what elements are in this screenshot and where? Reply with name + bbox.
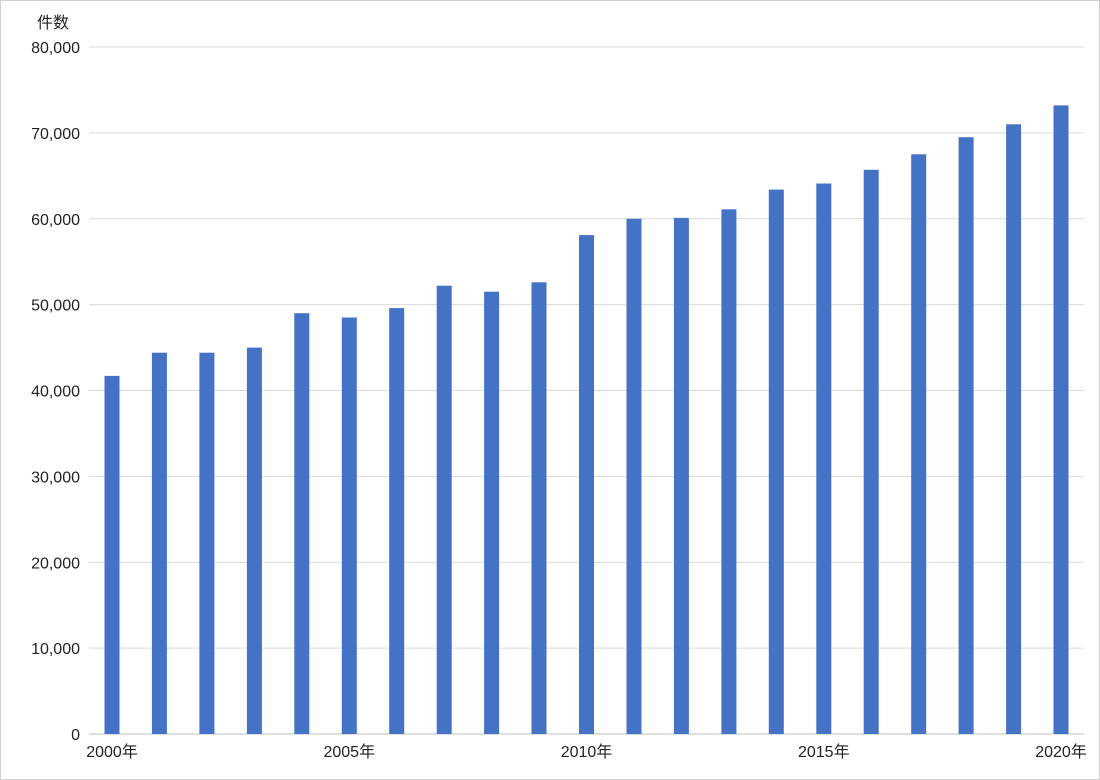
bar: [721, 209, 737, 735]
bar: [104, 375, 120, 734]
bar: [1053, 105, 1069, 734]
x-tick-label: 2005年: [323, 743, 375, 761]
y-tick-label: 70,000: [31, 126, 80, 143]
bar: [389, 308, 405, 734]
y-tick-label: 20,000: [31, 555, 80, 572]
bar: [1006, 124, 1022, 735]
bar: [294, 313, 310, 734]
bar: [816, 183, 832, 734]
y-tick-label: 50,000: [31, 298, 80, 315]
bar: [768, 189, 784, 735]
x-tick-label: 2010年: [561, 743, 613, 761]
y-tick-label: 80,000: [31, 40, 80, 57]
bar: [626, 218, 642, 735]
bar: [531, 282, 547, 734]
y-tick-label: 10,000: [31, 641, 80, 658]
bar: [341, 317, 357, 734]
x-tick-label: 2000年: [86, 743, 138, 761]
x-tick-label: 2015年: [798, 743, 850, 761]
bar: [911, 154, 927, 735]
y-tick-label: 40,000: [31, 384, 80, 401]
y-tick-labels: 0 10,000 20,000 30,000 40,000 50,000 60,000 70,…: [31, 40, 80, 744]
x-tick-labels: 2000年 2005年 2010年 2015年 2020年: [86, 743, 1087, 761]
bar: [958, 137, 974, 734]
bar: [484, 291, 500, 734]
bar: [199, 352, 215, 734]
bar: [246, 347, 262, 734]
bar: [436, 285, 452, 734]
bar: [579, 235, 594, 734]
y-axis-unit-label: 件数: [37, 13, 69, 32]
bars: [104, 105, 1069, 735]
bar: [151, 352, 167, 734]
x-tick-label: 2020年: [1035, 743, 1087, 761]
bar: [863, 169, 879, 735]
y-tick-label: 60,000: [31, 212, 80, 229]
y-tick-label: 30,000: [31, 469, 80, 486]
bar: [673, 217, 689, 734]
y-tick-label: 0: [71, 727, 80, 744]
